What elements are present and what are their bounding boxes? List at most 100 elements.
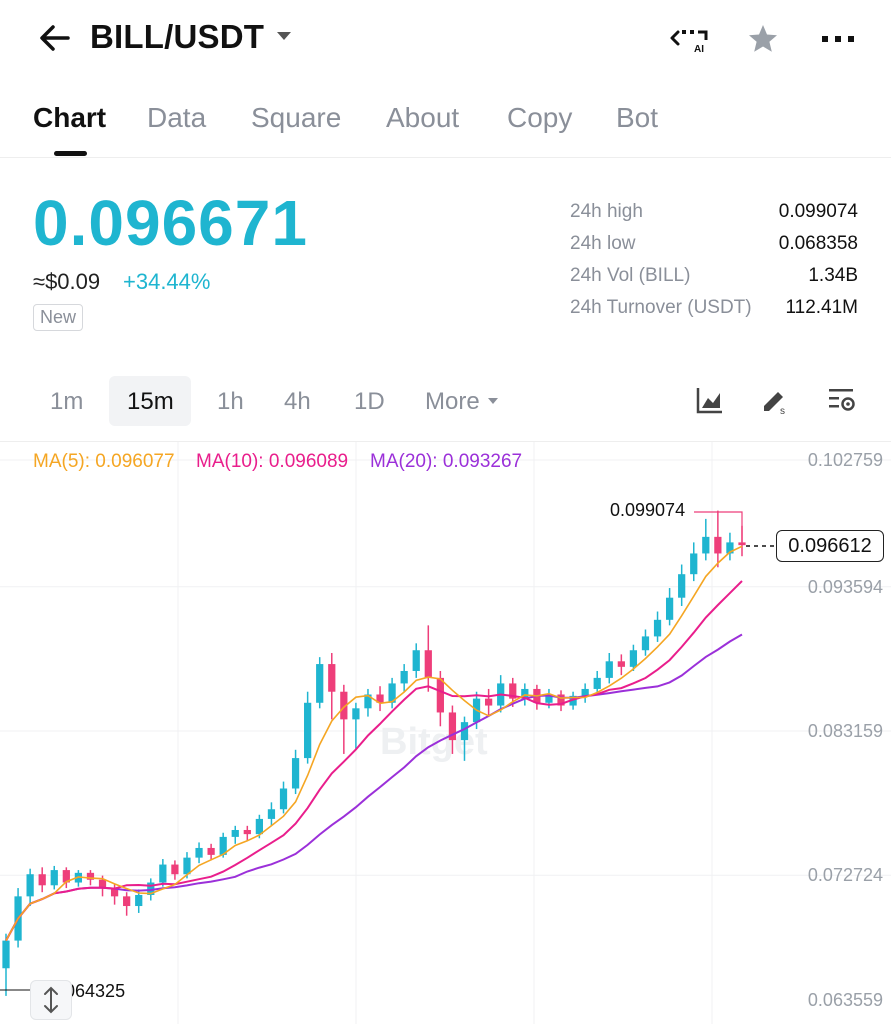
last-price: 0.096671	[33, 187, 308, 259]
expand-button[interactable]	[30, 980, 72, 1020]
tab-data[interactable]: Data	[147, 102, 207, 133]
candle-body	[690, 553, 698, 575]
watermark: Bitget	[380, 721, 488, 763]
candle-body	[581, 688, 589, 696]
ma20-label: MA(20): 0.093267	[370, 451, 523, 472]
candle-body	[26, 874, 34, 897]
candle-body	[279, 788, 288, 810]
candle-body	[545, 694, 553, 703]
candle-body	[376, 694, 384, 703]
tab-about[interactable]: About	[386, 102, 460, 133]
candle-body	[38, 874, 46, 886]
candle-body	[243, 829, 251, 835]
ma10-line	[5, 580, 743, 942]
candle-body	[521, 688, 529, 699]
current-price-tag[interactable]: 0.096612	[776, 530, 884, 562]
ma5-line	[5, 545, 743, 941]
candle-body	[702, 536, 710, 554]
candle-body	[388, 683, 396, 703]
candle-body	[207, 847, 215, 855]
tab-copy[interactable]: Copy	[507, 102, 573, 133]
candle-body	[147, 882, 155, 895]
candle-body	[219, 836, 227, 855]
candle-body	[400, 670, 408, 684]
ai-icon[interactable]: AI	[668, 24, 714, 54]
candle-body	[557, 694, 565, 706]
star-icon[interactable]	[746, 22, 780, 56]
candle-body	[328, 664, 336, 692]
more-caret-icon[interactable]	[488, 398, 498, 404]
candle-body	[448, 712, 457, 741]
candle-body	[291, 758, 300, 789]
candle-body	[62, 870, 70, 883]
interval-1d[interactable]: 1D	[354, 388, 385, 415]
tab-square[interactable]: Square	[251, 102, 342, 133]
high-marker-line	[694, 511, 743, 542]
draw-tool-icon[interactable]: s	[758, 384, 790, 416]
candle-body	[340, 691, 348, 720]
candle-body	[412, 650, 420, 671]
y-tick: 0.063559	[807, 990, 883, 1010]
interval-4h[interactable]: 4h	[284, 388, 311, 415]
stat-label-vol: 24h Vol (BILL)	[570, 265, 691, 286]
active-tab-indicator	[54, 151, 87, 156]
candle-body	[653, 619, 662, 637]
more-dots-icon[interactable]	[820, 34, 856, 44]
interval-15m[interactable]: 15m	[127, 388, 174, 415]
chart-settings-icon[interactable]	[826, 384, 858, 416]
price-change: +34.44%	[123, 269, 211, 294]
divider	[0, 157, 891, 158]
candle-body	[316, 664, 324, 703]
candle-body	[123, 896, 131, 907]
stat-label-low: 24h low	[570, 233, 636, 254]
chart-style-icon[interactable]	[694, 384, 726, 416]
dropdown-caret-icon[interactable]	[277, 32, 291, 40]
high-price-label: 0.099074	[610, 500, 686, 520]
candle-body	[159, 864, 167, 883]
candle-body	[2, 940, 10, 969]
candle-body	[267, 809, 276, 819]
interval-1m[interactable]: 1m	[50, 388, 84, 415]
stat-label-high: 24h high	[570, 201, 643, 222]
candle-body	[195, 847, 203, 858]
interval-more[interactable]: More	[425, 388, 480, 415]
candle-body	[593, 677, 601, 689]
tab-bot[interactable]: Bot	[616, 102, 659, 133]
candle-body	[304, 702, 312, 759]
stat-value-low: 0.068358	[778, 233, 858, 254]
candle-body	[424, 650, 432, 678]
candle-body	[641, 636, 650, 651]
candle-body	[726, 542, 734, 554]
candle-body	[678, 574, 686, 598]
back-arrow-icon[interactable]	[36, 20, 72, 56]
candle-body	[98, 879, 107, 889]
candle-body	[738, 542, 746, 546]
candle-body	[110, 888, 119, 897]
ma20-line	[5, 633, 743, 942]
y-tick: 0.083159	[807, 721, 883, 741]
stat-label-turnover: 24h Turnover (USDT)	[570, 297, 752, 318]
candle-body	[665, 597, 674, 620]
expand-arrows-icon	[44, 986, 58, 1014]
candle-body	[569, 695, 577, 706]
ai-label: AI	[694, 44, 704, 54]
interval-1h[interactable]: 1h	[217, 388, 244, 415]
candle-body	[135, 894, 143, 907]
pair-title[interactable]: BILL/USDT	[90, 18, 265, 55]
y-tick: 0.072724	[807, 865, 883, 885]
candle-body	[436, 677, 444, 713]
candle-body	[617, 661, 625, 667]
candle-body	[255, 818, 263, 835]
new-badge: New	[33, 304, 84, 331]
svg-text:s: s	[780, 406, 785, 416]
candle-body	[460, 722, 469, 741]
candle-body	[509, 683, 517, 699]
candle-body	[86, 872, 95, 880]
interval-selected-bg	[109, 376, 191, 426]
tab-chart[interactable]: Chart	[33, 102, 107, 133]
y-tick: 0.093594	[807, 577, 883, 597]
candle-body	[714, 536, 722, 554]
candle-body	[171, 864, 179, 875]
candlestick-chart[interactable]: Bitget	[0, 442, 891, 1024]
usd-price: ≈$0.09	[33, 269, 101, 294]
